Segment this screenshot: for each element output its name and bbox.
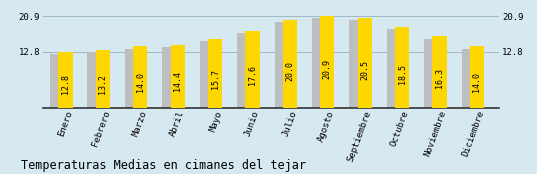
Bar (208, 39, 222, 108)
Bar (358, 18, 372, 108)
Text: 18.5: 18.5 (397, 64, 407, 84)
Text: 20.9: 20.9 (323, 59, 332, 79)
Bar (245, 31, 259, 108)
Text: 20.0: 20.0 (285, 61, 294, 81)
Bar (88, 52, 101, 108)
Bar (350, 20, 364, 108)
Bar (312, 18, 326, 108)
Bar (395, 27, 409, 108)
Bar (162, 47, 177, 108)
Bar (424, 39, 438, 108)
Text: 14.4: 14.4 (173, 71, 182, 91)
Bar (387, 29, 401, 108)
Bar (50, 54, 64, 108)
Text: 16.3: 16.3 (435, 68, 444, 88)
Text: 14.0: 14.0 (136, 72, 145, 92)
Bar (462, 49, 476, 108)
Bar (432, 36, 447, 108)
Bar (320, 16, 335, 108)
Text: 20.5: 20.5 (360, 60, 369, 80)
Bar (283, 20, 297, 108)
Bar (125, 49, 139, 108)
Bar (59, 52, 72, 108)
Text: 17.6: 17.6 (248, 65, 257, 85)
Bar (237, 33, 251, 108)
Text: 13.2: 13.2 (98, 74, 107, 94)
Bar (470, 46, 484, 108)
Text: Temperaturas Medias en cimanes del tejar: Temperaturas Medias en cimanes del tejar (21, 159, 307, 172)
Bar (200, 41, 214, 108)
Bar (171, 45, 185, 108)
Bar (96, 50, 110, 108)
Text: 12.8: 12.8 (61, 74, 70, 94)
Bar (274, 22, 289, 108)
Bar (133, 46, 147, 108)
Text: 15.7: 15.7 (211, 69, 220, 89)
Text: 14.0: 14.0 (473, 72, 482, 92)
